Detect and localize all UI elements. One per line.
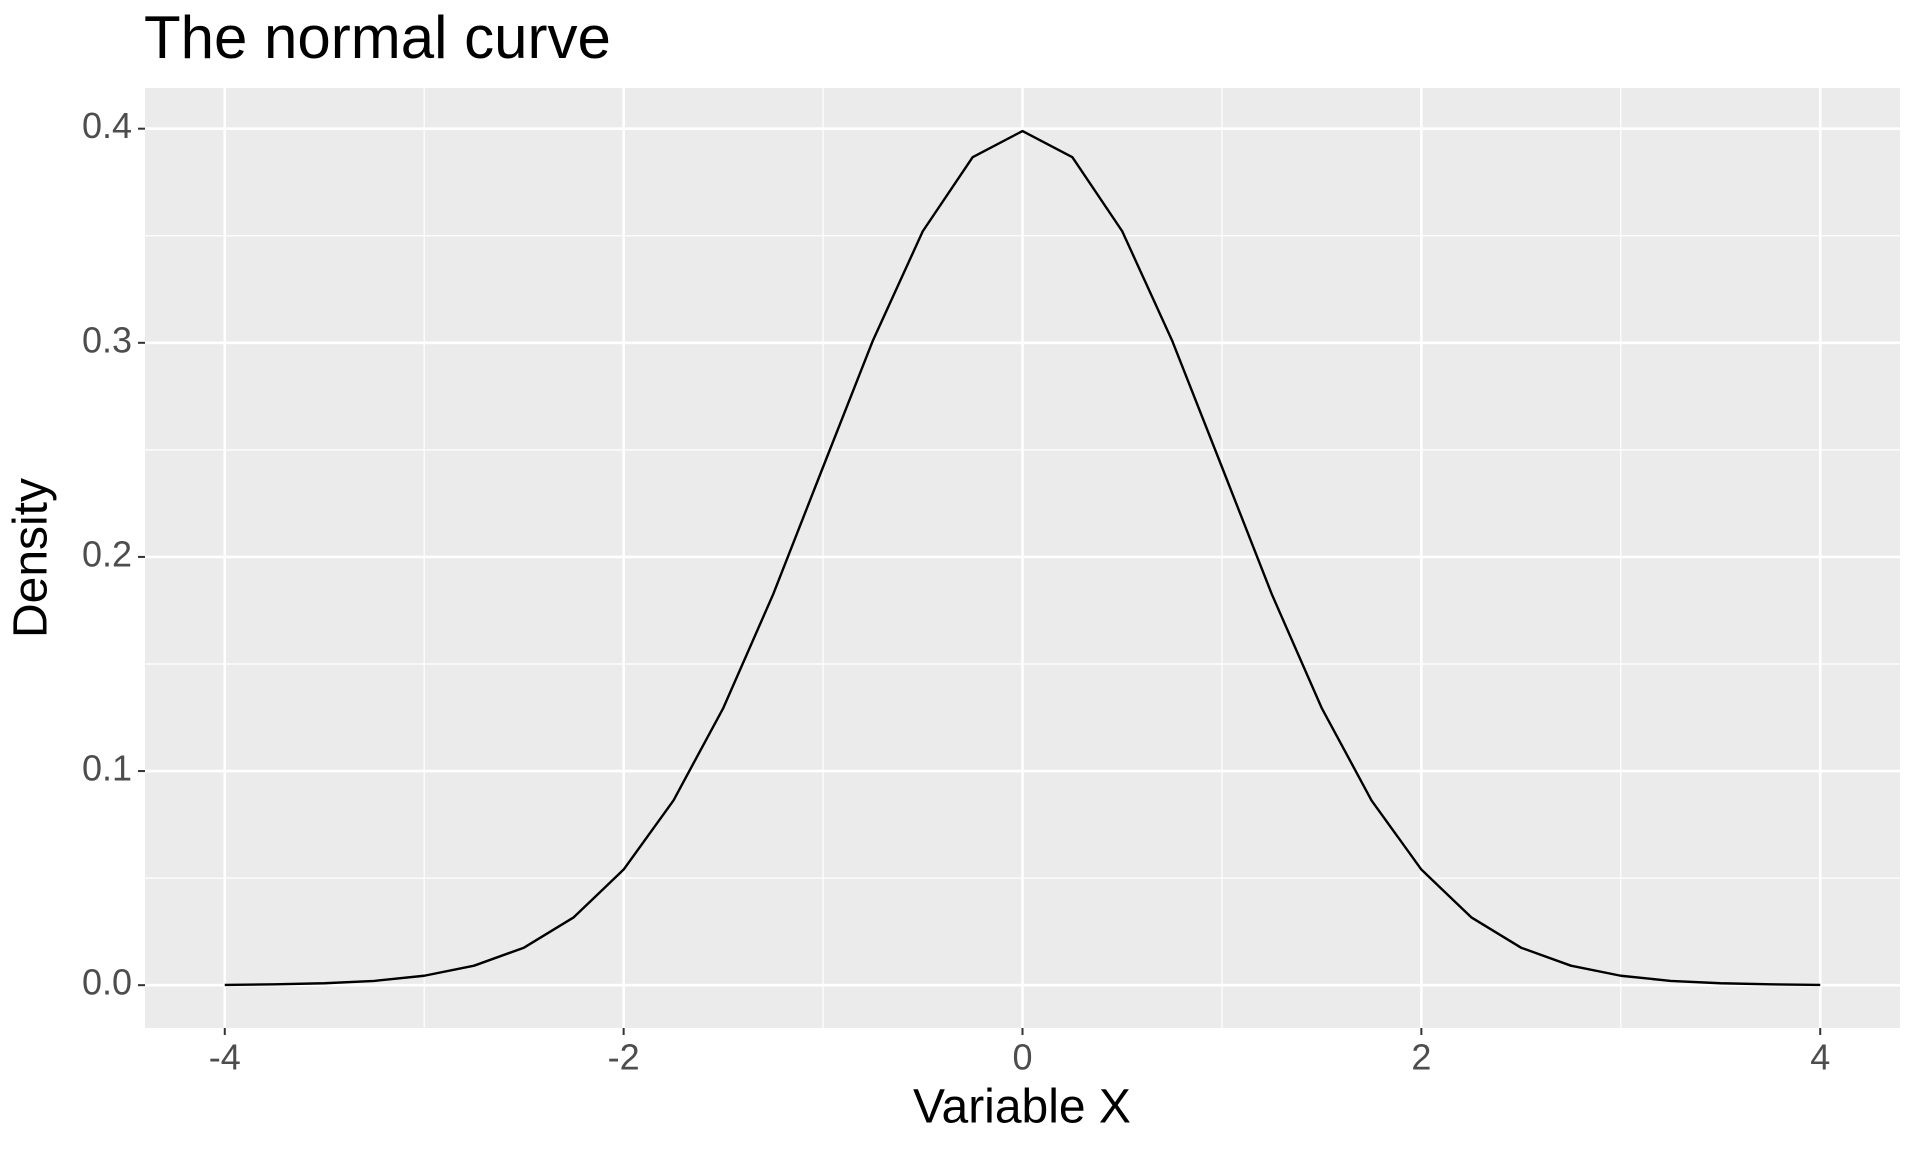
x-tick-label: -4 [209,1037,241,1078]
x-tick-label: 0 [1012,1037,1032,1078]
y-tick-label: 0.1 [82,748,132,789]
line-series [224,129,1821,987]
x-tick-label: 2 [1411,1037,1431,1078]
x-tick-label: -2 [608,1037,640,1078]
chart-title: The normal curve [144,4,611,71]
y-tick-label: 0.4 [82,105,132,146]
x-axis-label: Variable X [913,1081,1131,1134]
x-tick-label: 4 [1810,1037,1830,1078]
y-tick-label: 0.0 [82,962,132,1003]
y-tick-label: 0.2 [82,533,132,574]
y-axis-label: Density [5,478,58,638]
y-tick-label: 0.3 [82,319,132,360]
